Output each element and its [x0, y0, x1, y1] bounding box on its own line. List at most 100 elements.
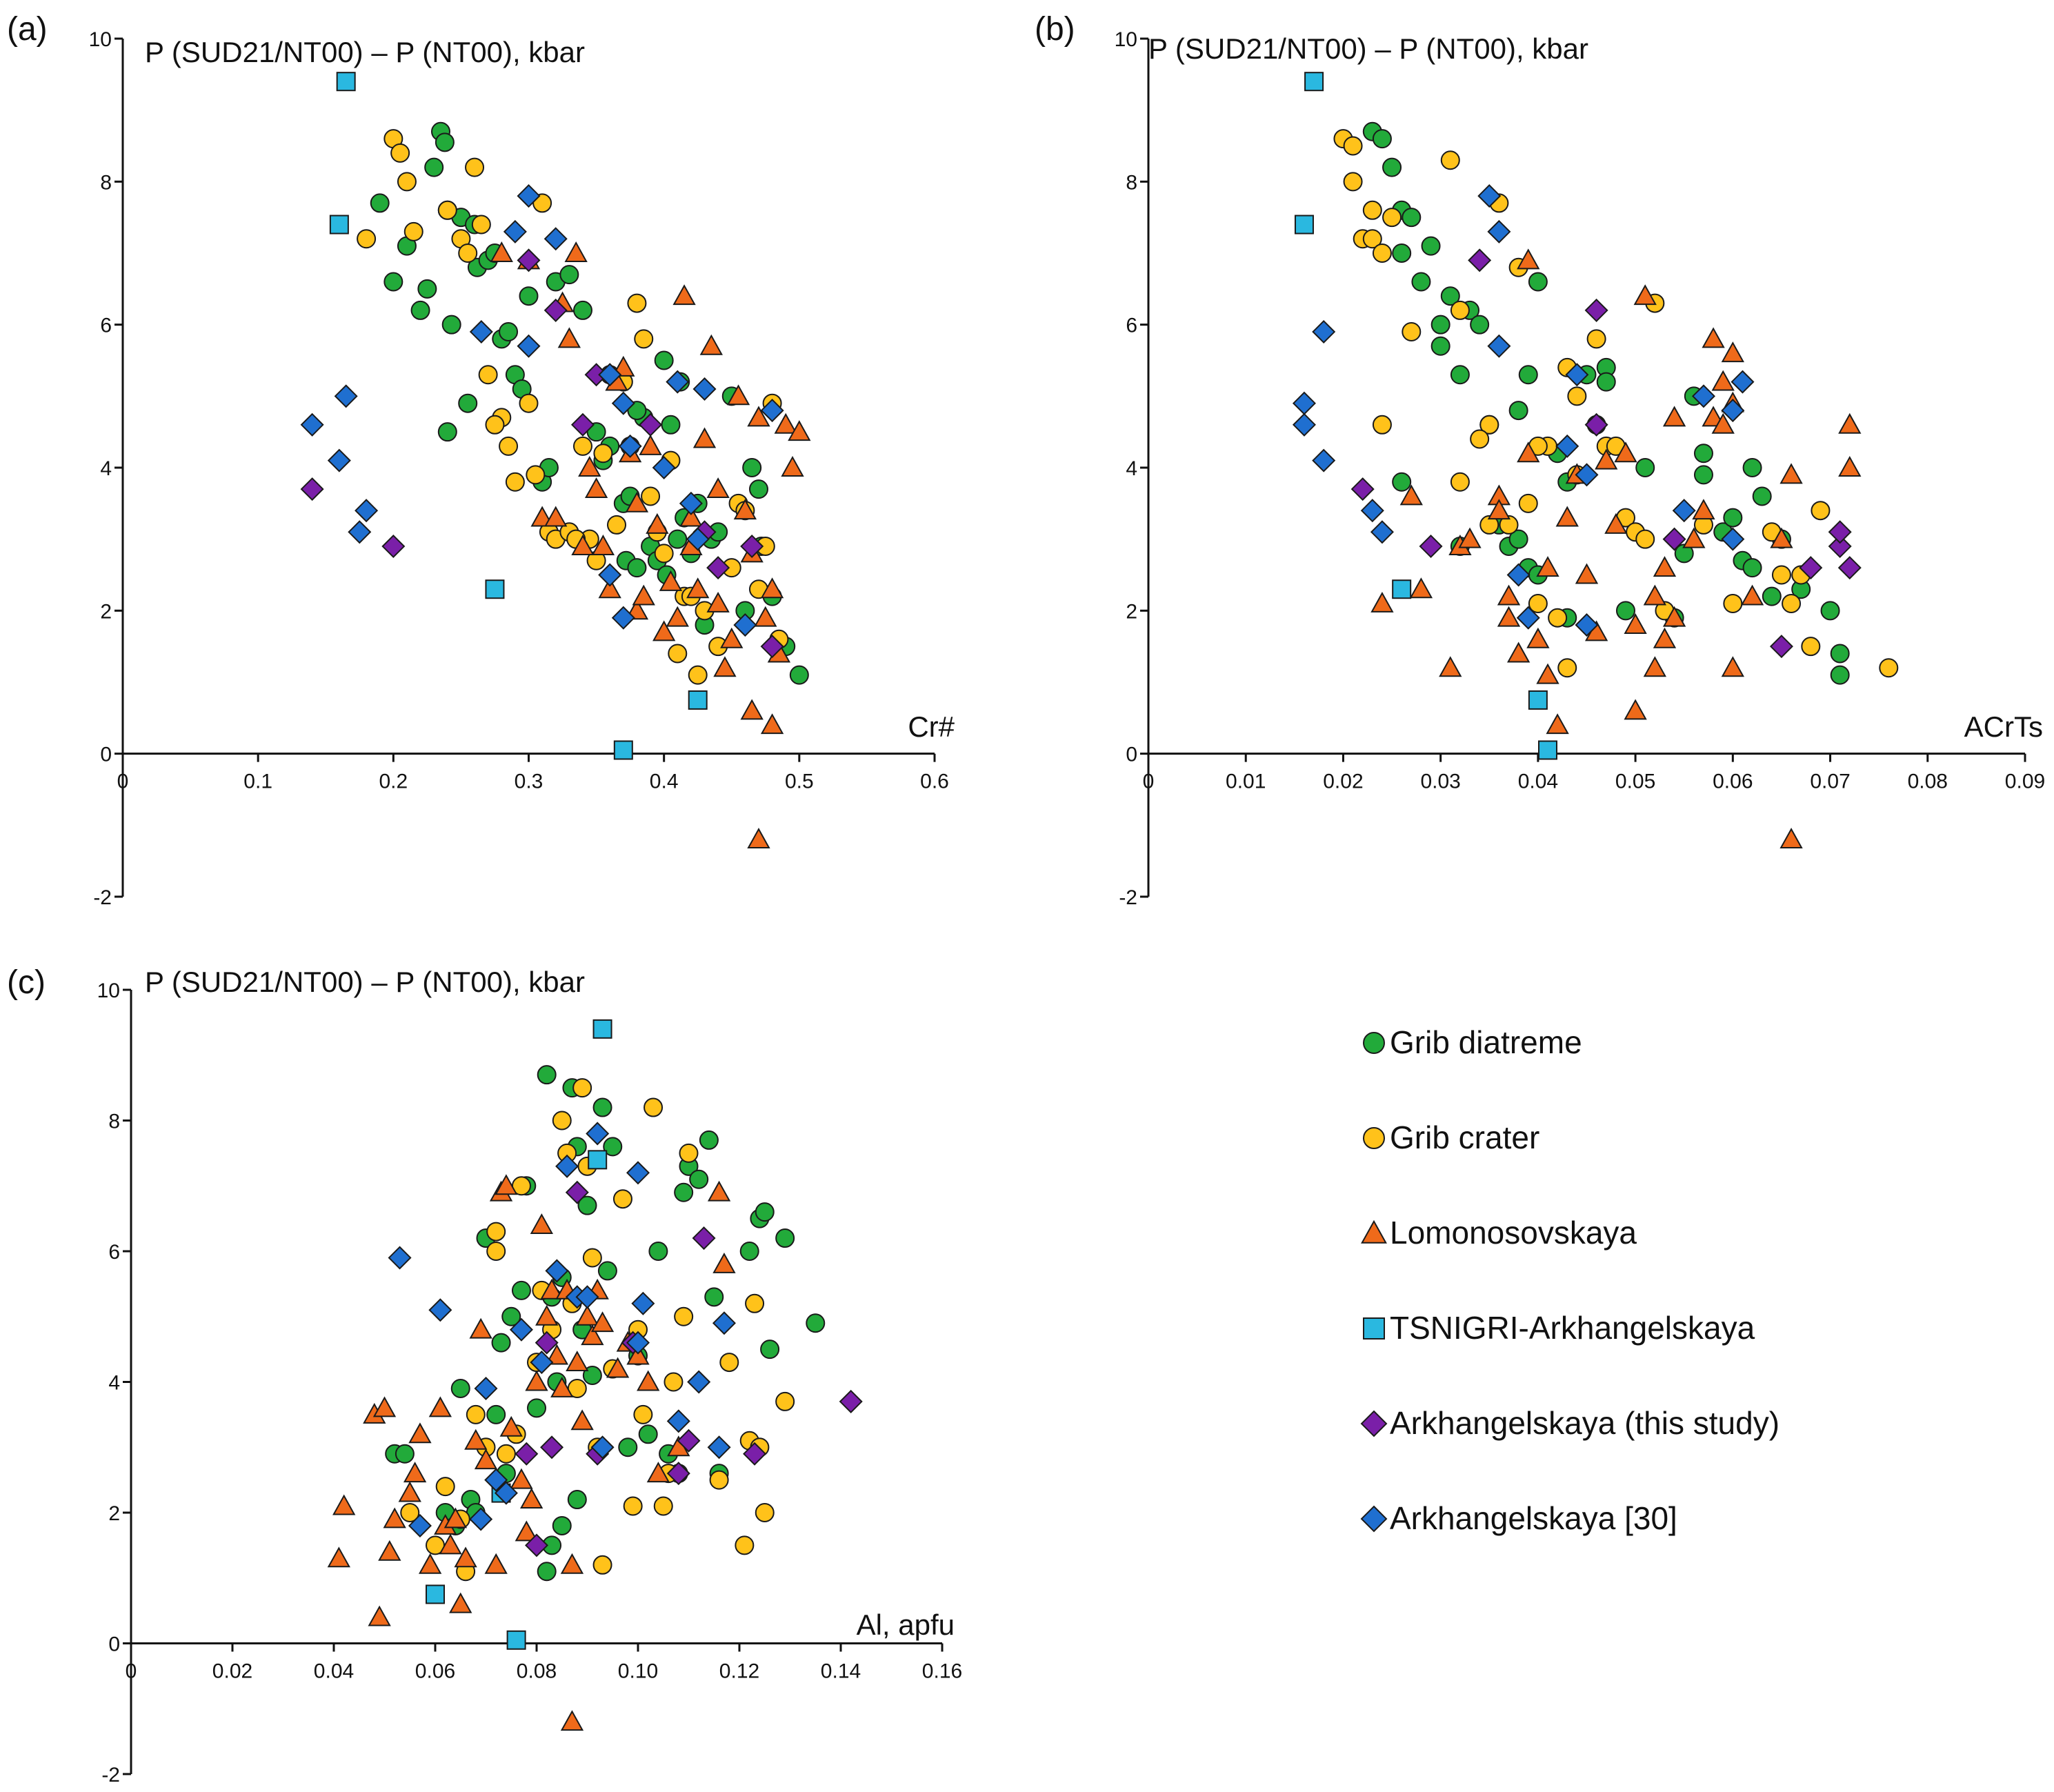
point-grib-crater	[654, 544, 674, 564]
point-grib-crater	[519, 393, 539, 413]
point-grib-crater	[1479, 415, 1499, 435]
point-lomonosovskaya	[557, 327, 581, 348]
point-lomonosovskaya	[510, 1468, 533, 1489]
point-grib-crater	[582, 1248, 602, 1268]
point-arkhangelskaya-30	[1721, 399, 1745, 423]
point-grib-diatreme	[592, 1097, 612, 1117]
point-grib-crater	[719, 1353, 739, 1373]
point-lomonosovskaya	[726, 384, 750, 406]
point-grib-diatreme	[486, 1404, 506, 1424]
point-grib-crater	[478, 365, 498, 385]
point-arkhangelskaya-this-study	[300, 477, 324, 501]
point-grib-diatreme	[742, 458, 762, 477]
point-grib-diatreme	[1392, 472, 1412, 492]
point-lomonosovskaya	[1399, 484, 1423, 506]
panel-b-axes	[1147, 39, 2025, 897]
point-lomonosovskaya	[1721, 341, 1744, 363]
point-grib-diatreme	[491, 1333, 511, 1353]
point-arkhangelskaya-this-study	[565, 1180, 589, 1204]
point-grib-diatreme	[511, 1280, 531, 1300]
point-lomonosovskaya	[403, 1462, 427, 1483]
point-arkhangelskaya-30	[666, 370, 690, 394]
y-tick-label: 6	[100, 315, 112, 337]
point-lomonosovskaya	[659, 570, 683, 591]
legend-label-grib-diatreme: Grib diatreme	[1390, 1024, 1582, 1060]
point-arkhangelskaya-this-study	[743, 1442, 767, 1466]
point-tsnigri-arkhangelskaya	[1392, 579, 1412, 599]
point-arkhangelskaya-this-study	[540, 1435, 564, 1460]
point-grib-crater	[1362, 200, 1382, 220]
point-grib-crater	[572, 436, 592, 456]
panel-a-label: (a)	[7, 11, 48, 48]
x-tick-label: 0.07	[1810, 770, 1850, 793]
point-grib-diatreme	[450, 1378, 470, 1398]
point-arkhangelskaya-this-study	[1837, 556, 1862, 580]
panel-a-points	[300, 72, 811, 849]
point-grib-crater	[1470, 429, 1490, 449]
panel-a: (a) P (SUD21/NT00) – P (NT00), kbar Cr# …	[7, 11, 955, 909]
point-grib-crater	[526, 465, 546, 485]
point-grib-diatreme	[435, 132, 455, 152]
point-grib-crater	[607, 515, 627, 535]
point-grib-crater	[499, 436, 519, 456]
point-lomonosovskaya	[1624, 613, 1647, 635]
point-lomonosovskaya	[747, 406, 770, 427]
point-lomonosovskaya	[550, 1376, 574, 1397]
point-arkhangelskaya-30	[631, 1291, 655, 1315]
point-arkhangelskaya-this-study	[692, 1226, 716, 1251]
point-lomonosovskaya	[672, 284, 696, 306]
point-lomonosovskaya	[1653, 627, 1677, 648]
point-lomonosovskaya	[515, 1520, 538, 1542]
point-arkhangelskaya-30	[692, 377, 717, 401]
point-grib-crater	[745, 1293, 765, 1313]
point-arkhangelskaya-30	[388, 1246, 412, 1270]
point-grib-diatreme	[1382, 157, 1402, 177]
point-lomonosovskaya	[713, 656, 737, 677]
point-arkhangelskaya-30	[300, 412, 324, 437]
legend-marker-grib-diatreme	[1363, 1032, 1385, 1054]
point-lomonosovskaya	[1721, 656, 1744, 677]
point-lomonosovskaya	[1740, 584, 1764, 606]
x-tick-label: 0.4	[650, 770, 679, 793]
point-lomonosovskaya	[788, 420, 811, 441]
point-lomonosovskaya	[499, 1415, 523, 1437]
point-lomonosovskaya	[706, 477, 730, 499]
point-grib-diatreme	[1372, 129, 1392, 149]
panel-a-y-axis-label: P (SUD21/NT00) – P (NT00), kbar	[145, 36, 585, 68]
point-lomonosovskaya	[464, 1428, 488, 1450]
point-lomonosovskaya	[368, 1605, 391, 1626]
point-arkhangelskaya-30	[598, 363, 622, 387]
point-lomonosovskaya	[754, 606, 777, 627]
point-arkhangelskaya-30	[1555, 434, 1579, 458]
point-lomonosovskaya	[1555, 506, 1579, 527]
point-arkhangelskaya-this-study	[515, 1442, 539, 1466]
y-tick-label: 10	[97, 979, 120, 1002]
point-grib-diatreme	[1830, 665, 1850, 685]
point-arkhangelskaya-30	[503, 219, 527, 243]
legend-label-lomonosovskaya: Lomonosovskaya	[1390, 1215, 1637, 1251]
point-arkhangelskaya-30	[1370, 520, 1394, 544]
point-grib-diatreme	[597, 1261, 617, 1281]
point-grib-crater	[505, 472, 525, 492]
point-grib-crater	[775, 1391, 795, 1411]
point-grib-diatreme	[1820, 601, 1840, 621]
point-grib-diatreme	[1430, 315, 1450, 335]
y-tick-label: 10	[89, 28, 112, 51]
point-grib-diatreme	[1615, 601, 1635, 621]
point-grib-crater	[1479, 515, 1499, 535]
legend-item-grib-crater: Grib crater	[1363, 1119, 1539, 1155]
point-lomonosovskaya	[1517, 441, 1540, 463]
point-grib-crater	[357, 229, 377, 249]
point-lomonosovskaya	[575, 1304, 599, 1326]
point-arkhangelskaya-30	[1312, 320, 1336, 344]
point-lomonosovskaya	[419, 1553, 442, 1574]
point-arkhangelskaya-30	[509, 1317, 533, 1342]
point-arkhangelskaya-this-study	[740, 535, 764, 559]
panel-c: (c) P (SUD21/NT00) – P (NT00), kbar Al, …	[7, 964, 962, 1786]
x-tick-label: 0.5	[785, 770, 814, 793]
point-arkhangelskaya-30	[530, 1351, 554, 1375]
point-grib-crater	[1343, 172, 1363, 192]
point-arkhangelskaya-this-study	[1419, 535, 1443, 559]
point-lomonosovskaya	[428, 1396, 452, 1417]
point-lomonosovskaya	[443, 1507, 468, 1529]
